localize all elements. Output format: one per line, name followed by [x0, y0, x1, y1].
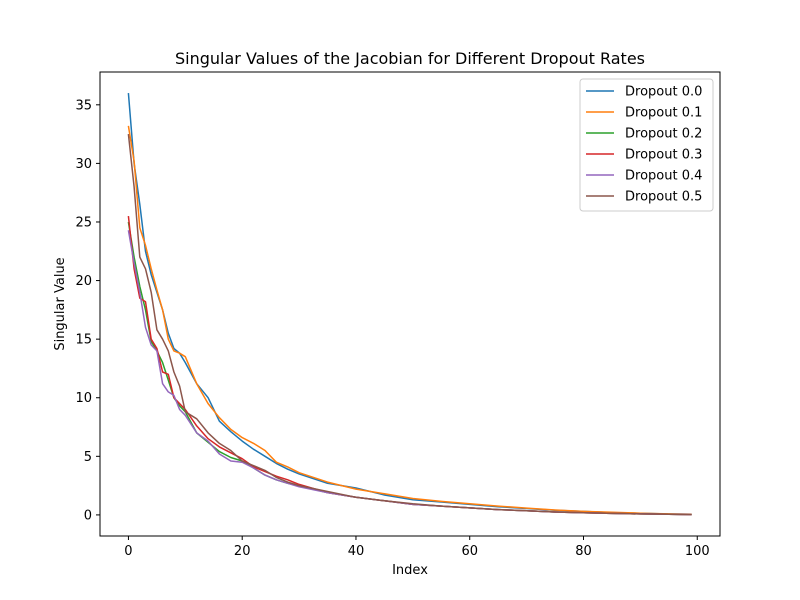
y-axis: 0 5 10 15 20 25 30 35 [75, 98, 100, 523]
plot-area [127, 93, 692, 516]
y-tick-label: 20 [75, 274, 92, 289]
x-axis: 0 20 40 60 80 100 [124, 536, 710, 559]
x-tick-label: 20 [234, 544, 251, 559]
legend-label: Dropout 0.5 [625, 190, 702, 205]
series-line-5 [127, 134, 692, 516]
y-tick-label: 0 [84, 508, 92, 523]
series-line-3 [127, 216, 692, 516]
series-line-1 [127, 125, 692, 516]
plot-frame [99, 71, 721, 537]
x-axis-label: Index [392, 563, 428, 578]
legend-label: Dropout 0.0 [625, 85, 702, 100]
y-tick-label: 5 [84, 450, 92, 465]
legend-label: Dropout 0.1 [625, 106, 702, 121]
series-line-2 [127, 221, 692, 516]
y-tick-label: 10 [75, 391, 92, 406]
chart-title: Singular Values of the Jacobian for Diff… [175, 49, 645, 68]
x-tick-label: 60 [461, 544, 478, 559]
x-tick-label: 80 [575, 544, 592, 559]
x-tick-label: 40 [348, 544, 365, 559]
legend: Dropout 0.0 Dropout 0.1 Dropout 0.2 Dropout… [579, 78, 714, 212]
legend-label: Dropout 0.4 [625, 169, 702, 184]
y-tick-label: 30 [75, 157, 92, 172]
x-tick-label: 100 [685, 544, 710, 559]
y-axis-label: Singular Value [53, 257, 68, 350]
y-tick-label: 35 [75, 98, 92, 113]
legend-label: Dropout 0.2 [625, 127, 702, 142]
series-line-4 [127, 230, 692, 516]
y-tick-label: 15 [75, 333, 92, 348]
y-tick-label: 25 [75, 215, 92, 230]
legend-label: Dropout 0.3 [625, 148, 702, 163]
x-tick-label: 0 [124, 544, 132, 559]
